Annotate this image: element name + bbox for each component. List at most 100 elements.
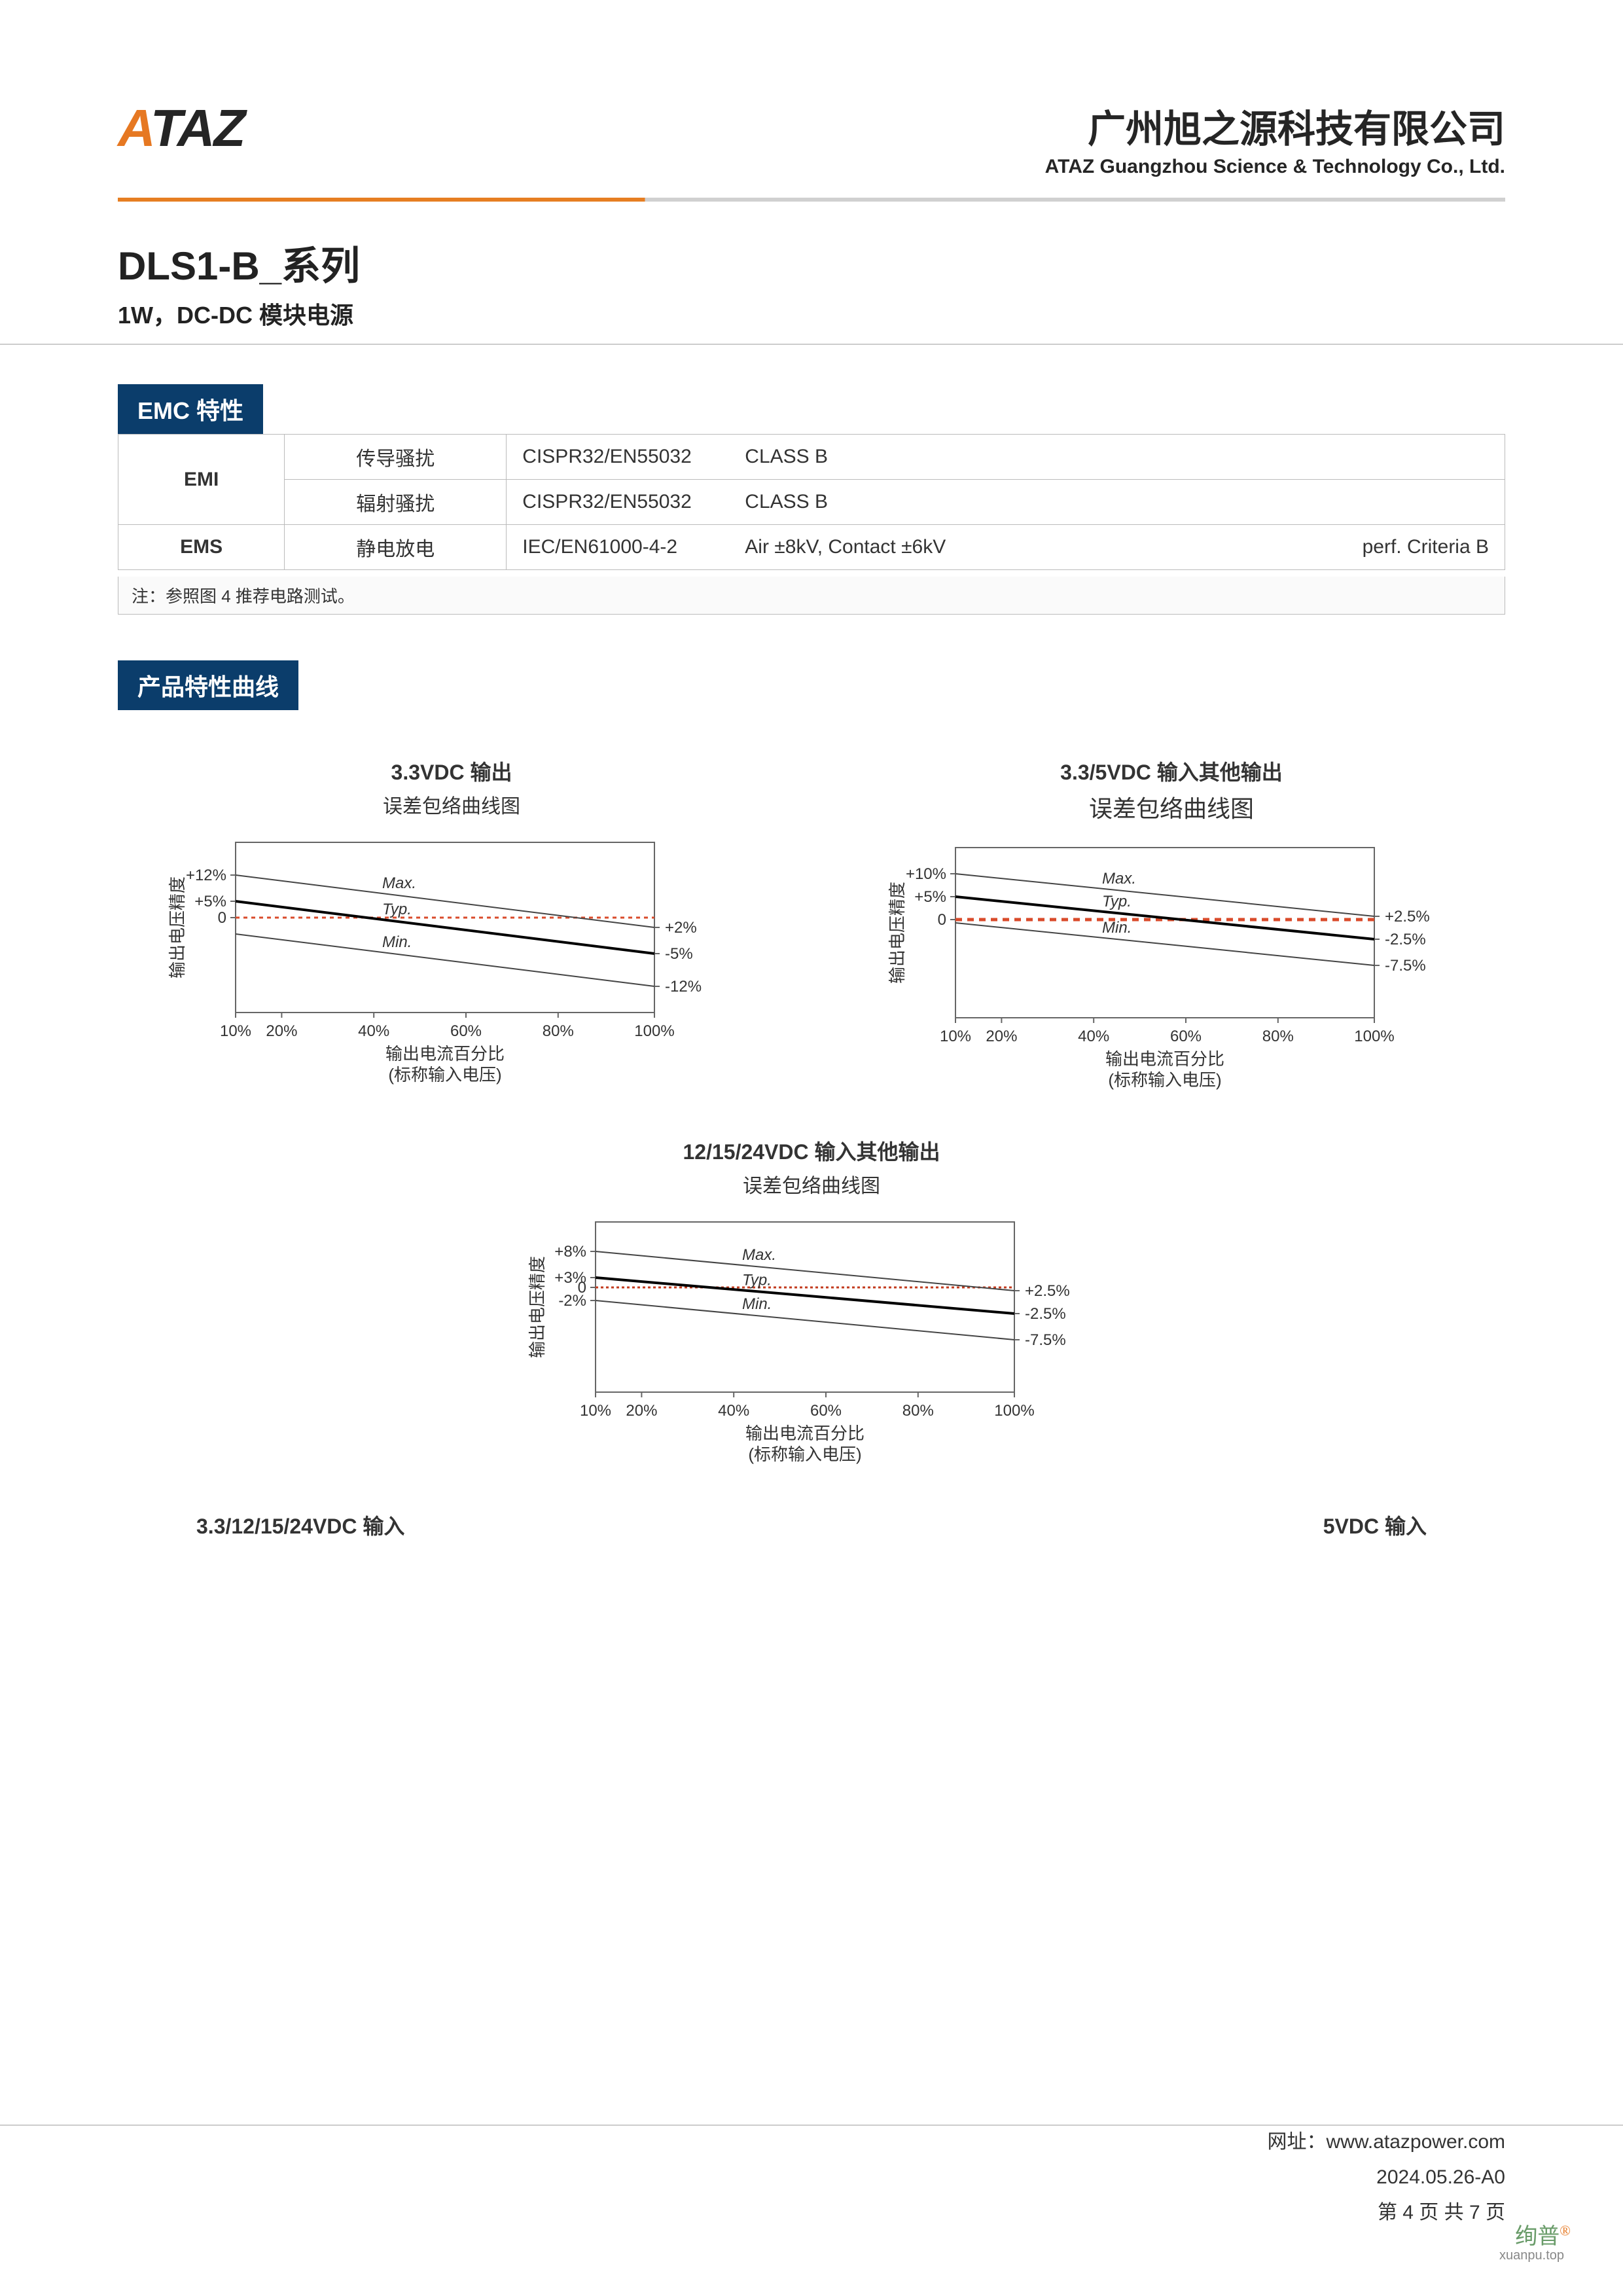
footer-url: 网址：www.atazpower.com [1268, 2125, 1505, 2160]
svg-text:Max.: Max. [382, 874, 416, 892]
svg-text:Typ.: Typ. [382, 901, 412, 918]
svg-text:Typ.: Typ. [742, 1271, 772, 1289]
watermark-sub: xuanpu.top [1499, 2248, 1564, 2263]
emc-spec: IEC/EN61000-4-2Air ±8kV, Contact ±6kVper… [507, 525, 1505, 570]
svg-text:(标称输入电压): (标称输入电压) [388, 1065, 501, 1085]
chart1-title1: 3.3VDC 输出 [118, 756, 785, 786]
chart2-title2: 误差包络曲线图 [838, 790, 1505, 824]
chart1-svg: Max. Typ. Min. +12% +5%0 +2% -5% -12% 10% 20% 40% 6… [157, 829, 746, 1104]
svg-text:+12%: +12% [186, 867, 226, 884]
svg-text:40%: 40% [718, 1402, 749, 1420]
svg-text:80%: 80% [1262, 1028, 1294, 1045]
svg-text:10%: 10% [940, 1028, 971, 1045]
svg-text:(标称输入电压): (标称输入电压) [1108, 1070, 1221, 1090]
svg-text:-2.5%: -2.5% [1385, 931, 1426, 948]
svg-text:Min.: Min. [382, 933, 412, 951]
emc-cat: EMS [118, 525, 285, 570]
svg-text:60%: 60% [1170, 1028, 1202, 1045]
watermark: 绚普® [1515, 2218, 1571, 2250]
section-emc-badge: EMC 特性 [118, 384, 263, 434]
svg-text:+8%: +8% [554, 1243, 586, 1261]
section-curves-badge: 产品特性曲线 [118, 660, 298, 710]
svg-text:Max.: Max. [742, 1246, 776, 1264]
emc-note: 注：参照图 4 推荐电路测试。 [118, 577, 1505, 615]
svg-text:+2.5%: +2.5% [1385, 908, 1430, 925]
page-header: ATAZ 广州旭之源科技有限公司 ATAZ Guangzhou Science … [118, 98, 1505, 178]
svg-text:100%: 100% [994, 1402, 1034, 1420]
svg-text:40%: 40% [1078, 1028, 1109, 1045]
svg-text:+10%: +10% [906, 865, 946, 883]
product-title: DLS1-B_系列 [118, 234, 1505, 291]
title-divider [0, 344, 1623, 345]
svg-text:-7.5%: -7.5% [1025, 1331, 1066, 1349]
bottom-label-left: 3.3/12/15/24VDC 输入 [196, 1510, 404, 1540]
emc-spec: CISPR32/EN55032CLASS B [507, 480, 1505, 525]
chart2-svg: Max. Typ. Min. +10% +5% 0 +2.5% -2.5% -7.5% 10% 20… [877, 834, 1466, 1109]
svg-text:输出电流百分比: 输出电流百分比 [1105, 1049, 1224, 1069]
chart3-title1: 12/15/24VDC 输入其他输出 [517, 1136, 1106, 1166]
emc-param: 传导骚扰 [285, 435, 507, 480]
svg-text:-2%: -2% [558, 1292, 586, 1310]
chart3-svg: Max.Typ.Min.+8%+3%0-2%+2.5%-2.5%-7.5%10%… [517, 1209, 1106, 1484]
company-block: 广州旭之源科技有限公司 ATAZ Guangzhou Science & Tec… [1045, 98, 1505, 178]
svg-text:40%: 40% [358, 1022, 389, 1040]
chart1-title2: 误差包络曲线图 [118, 790, 785, 819]
svg-text:输出电流百分比: 输出电流百分比 [385, 1044, 505, 1064]
svg-text:0: 0 [218, 909, 226, 927]
svg-text:10%: 10% [580, 1402, 611, 1420]
logo: ATAZ [118, 98, 244, 158]
svg-text:输出电压精度: 输出电压精度 [168, 876, 187, 978]
svg-text:-5%: -5% [665, 945, 693, 963]
emc-cat: EMI [118, 435, 285, 525]
product-subtitle: 1W，DC-DC 模块电源 [118, 296, 1505, 331]
emc-table: EMI传导骚扰CISPR32/EN55032CLASS B辐射骚扰CISPR32… [118, 434, 1505, 570]
svg-text:10%: 10% [220, 1022, 251, 1040]
bottom-label-right: 5VDC 输入 [1323, 1510, 1427, 1540]
svg-text:Typ.: Typ. [1102, 893, 1132, 910]
svg-text:+5%: +5% [194, 893, 226, 910]
svg-text:+5%: +5% [914, 888, 946, 906]
chart-2: 3.3/5VDC 输入其他输出 误差包络曲线图 Max. Typ. Min. +10%… [838, 736, 1505, 1109]
svg-text:100%: 100% [634, 1022, 674, 1040]
svg-text:-12%: -12% [665, 978, 702, 996]
chart-3: 12/15/24VDC 输入其他输出 误差包络曲线图 Max. Typ. Min. +… [517, 1136, 1106, 1484]
footer: 网址：www.atazpower.com 2024.05.26-A0 第 4 页… [1268, 2125, 1505, 2231]
svg-text:输出电压精度: 输出电压精度 [527, 1256, 547, 1358]
svg-text:-2.5%: -2.5% [1025, 1305, 1066, 1323]
company-name-en: ATAZ Guangzhou Science & Technology Co.,… [1045, 156, 1505, 178]
bottom-labels: 3.3/12/15/24VDC 输入 5VDC 输入 [118, 1510, 1505, 1540]
svg-text:输出电流百分比: 输出电流百分比 [745, 1424, 865, 1443]
svg-text:60%: 60% [450, 1022, 482, 1040]
svg-text:20%: 20% [626, 1402, 657, 1420]
svg-text:-7.5%: -7.5% [1385, 957, 1426, 975]
svg-text:Min.: Min. [742, 1295, 772, 1313]
emc-param: 辐射骚扰 [285, 480, 507, 525]
svg-text:80%: 80% [543, 1022, 574, 1040]
svg-text:20%: 20% [266, 1022, 297, 1040]
chart2-title1: 3.3/5VDC 输入其他输出 [838, 756, 1505, 786]
emc-param: 静电放电 [285, 525, 507, 570]
svg-text:60%: 60% [810, 1402, 842, 1420]
svg-text:20%: 20% [986, 1028, 1017, 1045]
footer-date: 2024.05.26-A0 [1268, 2160, 1505, 2195]
table-row: EMI传导骚扰CISPR32/EN55032CLASS B [118, 435, 1505, 480]
svg-text:+2.5%: +2.5% [1025, 1282, 1070, 1300]
svg-text:Min.: Min. [1102, 919, 1132, 937]
table-row: 辐射骚扰CISPR32/EN55032CLASS B [118, 480, 1505, 525]
svg-text:Max.: Max. [1102, 870, 1136, 888]
svg-text:(标称输入电压): (标称输入电压) [748, 1444, 861, 1464]
table-row: EMS静电放电IEC/EN61000-4-2Air ±8kV, Contact … [118, 525, 1505, 570]
emc-spec: CISPR32/EN55032CLASS B [507, 435, 1505, 480]
chart3-title2: 误差包络曲线图 [517, 1170, 1106, 1198]
svg-text:0: 0 [938, 911, 946, 929]
svg-text:80%: 80% [902, 1402, 934, 1420]
company-name-cn: 广州旭之源科技有限公司 [1045, 98, 1505, 153]
charts-row-top: 3.3VDC 输出 误差包络曲线图 Max.Typ.Min.+12%+5%0+2… [118, 736, 1505, 1109]
chart-1: 3.3VDC 输出 误差包络曲线图 Max. Typ. Min. +12% +5%0 +2… [118, 736, 785, 1109]
svg-text:100%: 100% [1354, 1028, 1394, 1045]
header-divider [118, 198, 1505, 202]
svg-text:输出电压精度: 输出电压精度 [887, 882, 907, 984]
logo-text-rest: TAZ [151, 99, 245, 157]
svg-text:+2%: +2% [665, 919, 697, 937]
footer-page: 第 4 页 共 7 页 [1268, 2195, 1505, 2231]
